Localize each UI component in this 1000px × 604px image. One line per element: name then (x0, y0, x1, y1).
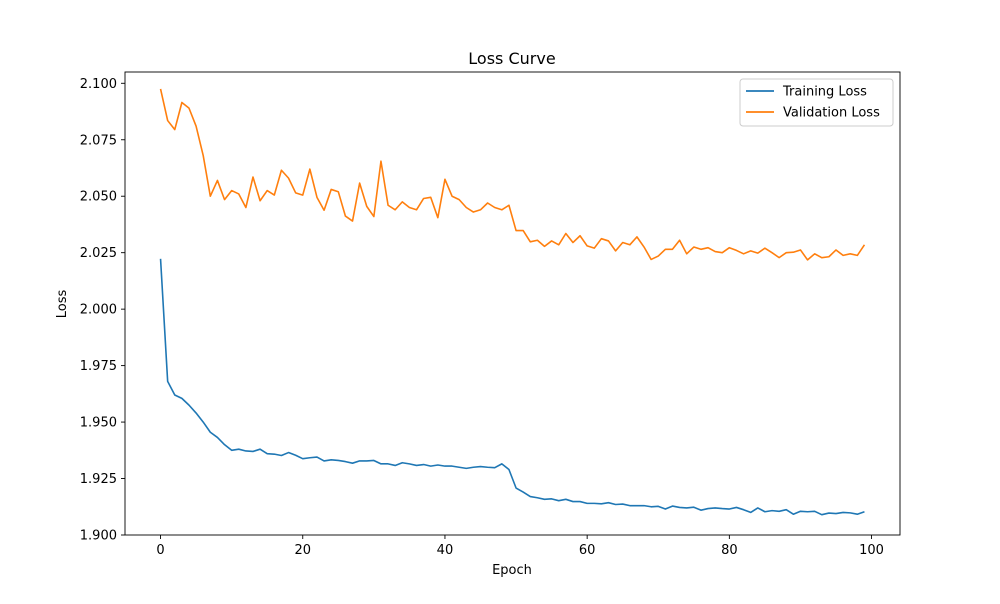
legend-label-validation-loss: Validation Loss (783, 106, 880, 121)
x-tick-label: 40 (437, 543, 454, 558)
y-tick-label: 2.000 (80, 303, 117, 318)
y-tick-label: 1.900 (80, 529, 117, 544)
y-tick-label: 2.050 (80, 190, 117, 205)
legend-label-training-loss: Training Loss (782, 85, 867, 100)
series-line-training-loss (159, 258, 865, 516)
x-tick-label: 20 (294, 543, 311, 558)
series-line-validation-loss (159, 88, 866, 261)
y-tick-label: 2.025 (80, 246, 117, 261)
x-tick-label: 60 (579, 543, 596, 558)
y-tick-label: 2.100 (80, 77, 117, 92)
y-axis-label: Loss (55, 290, 70, 319)
y-tick-label: 2.075 (80, 133, 117, 148)
x-tick-label: 80 (721, 543, 738, 558)
legend: Training Loss Validation Loss (739, 78, 894, 127)
axis-ticks: 0 20 40 60 80 100 1.900 1.925 1.950 1.975 2.000 2.0… (80, 77, 884, 558)
chart-title: Loss Curve (468, 49, 555, 68)
y-tick-label: 1.950 (80, 416, 117, 431)
plot-area (124, 71, 901, 536)
x-tick-label: 0 (156, 543, 164, 558)
x-axis-label: Epoch (492, 563, 532, 578)
y-tick-label: 1.925 (80, 472, 117, 487)
axes-frame (124, 71, 901, 536)
x-tick-label: 100 (859, 543, 884, 558)
y-tick-label: 1.975 (80, 359, 117, 374)
legend-box (739, 78, 894, 127)
